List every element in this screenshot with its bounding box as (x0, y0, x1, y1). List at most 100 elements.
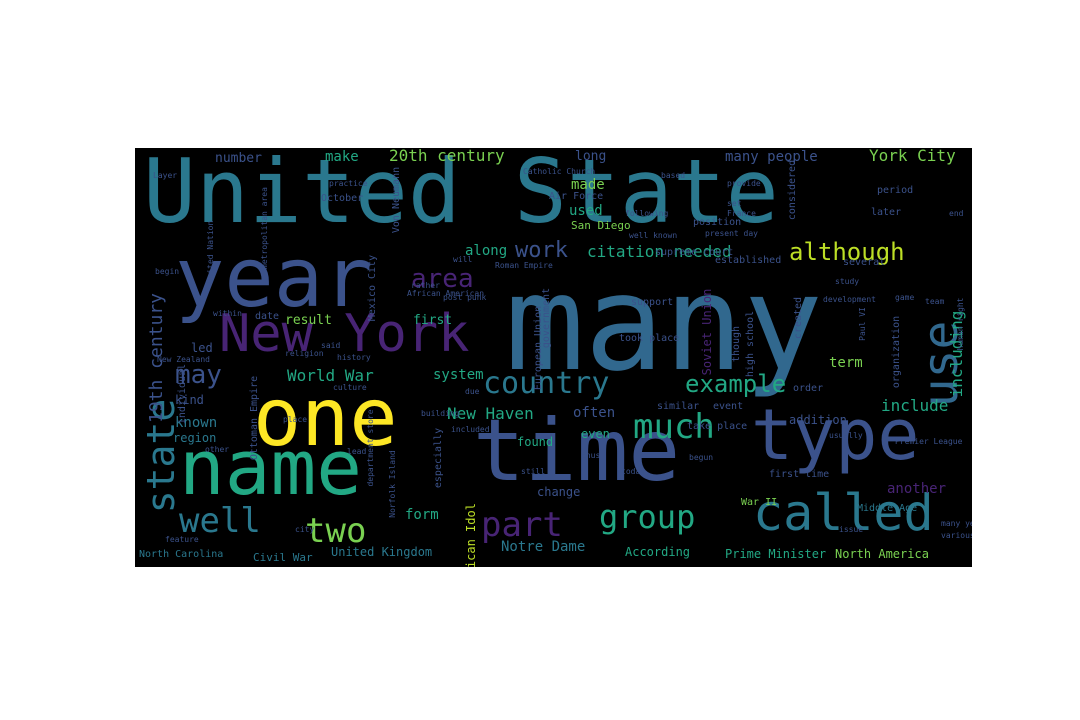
cloud-word: made (571, 177, 605, 193)
cloud-word: practice (329, 179, 368, 188)
cloud-word: name (179, 423, 363, 512)
cloud-word: San Diego (571, 219, 631, 232)
cloud-word: later (871, 207, 902, 218)
cloud-word: term (829, 355, 863, 371)
cloud-word: Roman Empire (495, 261, 553, 270)
cloud-word: culture (333, 383, 367, 392)
cloud-word: although (789, 238, 905, 266)
cloud-word: end (949, 209, 964, 218)
cloud-word: building (421, 409, 460, 418)
cloud-word: France (727, 209, 756, 218)
cloud-word: work (515, 238, 568, 263)
cloud-word: high school (745, 310, 756, 378)
cloud-word: United Kingdom (331, 545, 433, 559)
cloud-word: kind (175, 393, 204, 407)
cloud-word: human right (956, 297, 965, 351)
cloud-word: another (887, 481, 947, 497)
cloud-word: Air Force (549, 191, 604, 202)
cloud-word: New York (219, 304, 470, 364)
cloud-word: study (835, 277, 860, 286)
cloud-word: Von Neumann (391, 166, 402, 234)
cloud-word: today (621, 467, 646, 476)
cloud-word: similar (657, 401, 700, 412)
cloud-word: position (693, 217, 742, 228)
cloud-word: other (205, 445, 230, 454)
cloud-word: country (483, 366, 610, 401)
cloud-word: issue (839, 525, 864, 534)
cloud-word: present day (705, 229, 758, 238)
cloud-word: even (581, 427, 610, 441)
cloud-word: date (255, 311, 280, 322)
cloud-word: 20th century (389, 148, 505, 165)
cloud-word: example (685, 370, 787, 398)
cloud-word: led (191, 341, 213, 355)
cloud-word: United Nation (206, 220, 215, 284)
cloud-word: Mexico City (367, 254, 378, 322)
cloud-word: African American (407, 289, 485, 298)
cloud-word: period (877, 185, 914, 196)
cloud-word: called (753, 484, 934, 542)
cloud-word: Middle Age (857, 503, 918, 514)
cloud-word: York City (869, 148, 956, 165)
cloud-word: often (573, 405, 616, 421)
cloud-word: region (173, 431, 217, 445)
cloud-word: especially (433, 427, 444, 489)
cloud-word: number (215, 151, 262, 166)
cloud-word: supreme court (655, 247, 734, 258)
cloud-word: first (413, 313, 453, 328)
cloud-word: city (295, 525, 315, 534)
cloud-word: known (175, 415, 218, 431)
cloud-word: New Zealand (157, 355, 210, 364)
cloud-word: include (881, 396, 949, 415)
cloud-word: Civil War (253, 551, 313, 564)
cloud-word: game (895, 293, 915, 302)
cloud-word: metropolitan area (260, 187, 269, 269)
cloud-word: Premier League (895, 437, 963, 446)
cloud-word: feature (165, 535, 199, 544)
cloud-word: United State (143, 148, 779, 243)
cloud-word: will (453, 255, 473, 264)
cloud-word: begin (155, 267, 180, 276)
cloud-word: type (751, 394, 920, 476)
cloud-word: one (253, 371, 398, 464)
cloud-word: Soviet Union (700, 288, 714, 376)
cloud-word: several (843, 257, 886, 268)
cloud-word: Paul VI (858, 307, 867, 341)
cloud-word: established (715, 255, 782, 266)
cloud-word: two (305, 511, 367, 551)
cloud-word: though (731, 325, 742, 363)
cloud-word: October (321, 193, 364, 204)
cloud-word: along (465, 243, 508, 259)
cloud-word: make (325, 149, 359, 165)
cloud-word: still (521, 467, 546, 476)
cloud-word: lead (347, 447, 367, 456)
cloud-word: result (285, 313, 332, 328)
cloud-word: North Carolina (139, 549, 224, 560)
cloud-word: provide (727, 179, 761, 188)
cloud-word: post punk (443, 293, 487, 302)
cloud-word: begun (689, 453, 714, 462)
cloud-word: Notre Dame (501, 539, 586, 555)
cloud-word: department store (366, 409, 375, 487)
cloud-word: Layer (153, 171, 178, 180)
cloud-word: year (175, 231, 373, 326)
cloud-word: change (537, 485, 581, 499)
cloud-word: World War (287, 366, 374, 385)
cloud-word: order (793, 383, 824, 394)
cloud-word: many people (725, 149, 818, 165)
cloud-word: within (213, 309, 242, 318)
cloud-word: part (481, 505, 563, 545)
cloud-word: event (713, 401, 744, 412)
cloud-word: Norfolk Island (388, 450, 397, 518)
cloud-word: take place (687, 421, 748, 432)
cloud-word: thus (581, 451, 601, 460)
cloud-word: Catholic Church (523, 167, 596, 176)
cloud-word: following (625, 209, 669, 218)
cloud-word: According (625, 545, 691, 559)
word-cloud: United State many year one name time type New Y… (135, 148, 972, 567)
cloud-word: much (633, 407, 715, 447)
cloud-word: based (661, 171, 686, 180)
cloud-word: organization (891, 315, 902, 389)
cloud-word: history (337, 353, 371, 362)
cloud-word: form (405, 507, 439, 523)
